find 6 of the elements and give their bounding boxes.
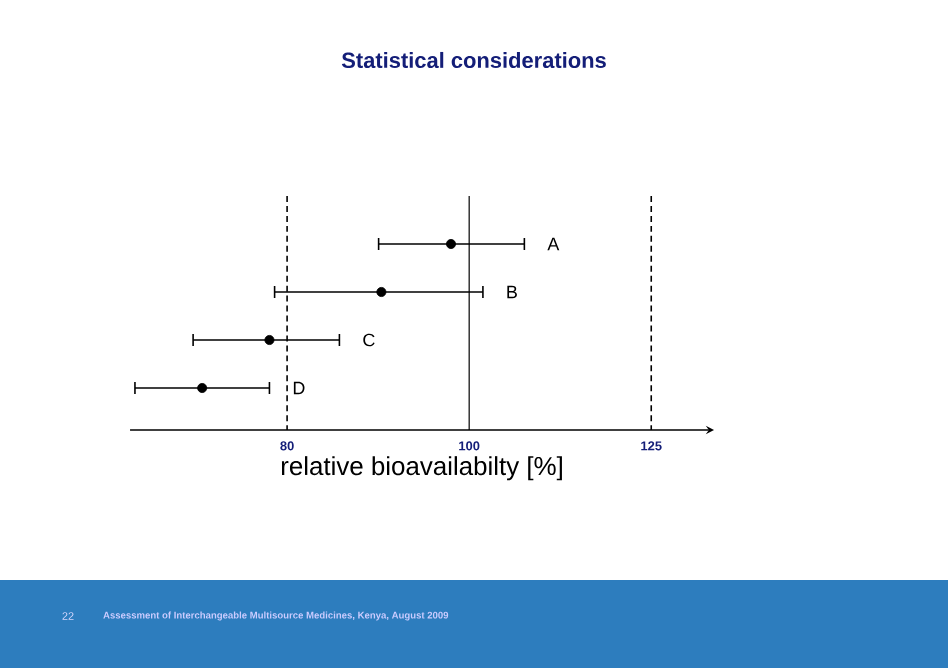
y-tick-label: C <box>363 333 375 347</box>
chart-title: Statistical considerations <box>341 51 606 69</box>
x-axis-title: relative bioavailabilty [%] <box>281 456 562 481</box>
y-tick-label: A <box>547 237 560 251</box>
y-tick-label: D <box>293 381 305 395</box>
y-tick-label: B <box>507 285 517 299</box>
